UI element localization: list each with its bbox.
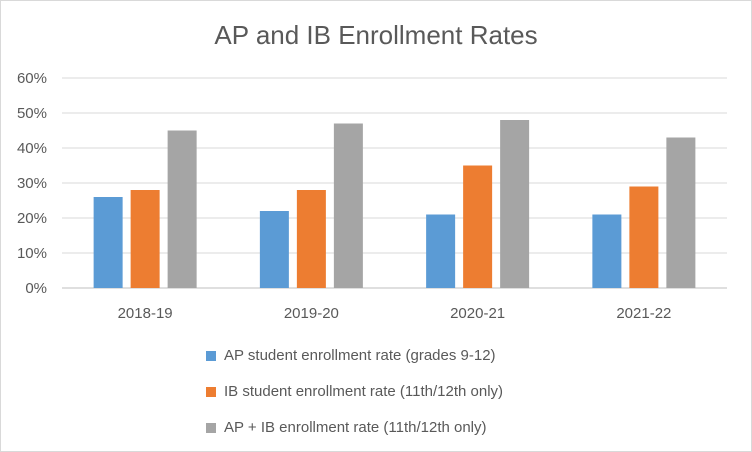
x-tick-label: 2020-21 <box>450 305 505 322</box>
bar <box>259 211 289 288</box>
x-tick-label: 2021-22 <box>616 305 671 322</box>
chart-title: AP and IB Enrollment Rates <box>214 20 538 50</box>
bar <box>592 214 622 288</box>
y-tick-label: 30% <box>17 175 47 192</box>
y-tick-label: 40% <box>17 140 47 157</box>
legend: AP student enrollment rate (grades 9-12)… <box>206 344 503 452</box>
bar <box>130 190 160 288</box>
bar <box>500 120 530 288</box>
y-tick-label: 10% <box>17 245 47 262</box>
legend-swatch-ap-ib <box>206 422 216 433</box>
legend-swatch-ap <box>206 350 216 361</box>
legend-label-ap-ib: AP + IB enrollment rate (11th/12th only) <box>224 419 487 436</box>
legend-item: AP student enrollment rate (grades 9-12) <box>206 344 503 367</box>
bar <box>666 137 696 288</box>
bar <box>93 197 123 288</box>
bars <box>93 120 696 288</box>
bar <box>426 214 456 288</box>
x-axis: 2018-19 2019-20 2020-21 2021-22 <box>118 305 672 322</box>
bar <box>333 123 363 288</box>
x-tick-label: 2019-20 <box>284 305 339 322</box>
y-tick-label: 50% <box>17 105 47 122</box>
legend-label-ap: AP student enrollment rate (grades 9-12) <box>224 347 496 364</box>
y-axis: 0% 10% 20% 30% 40% 50% 60% <box>17 70 47 297</box>
bar <box>167 130 197 288</box>
y-tick-label: 20% <box>17 210 47 227</box>
y-tick-label: 0% <box>25 280 47 297</box>
x-tick-label: 2018-19 <box>118 305 173 322</box>
bar <box>296 190 326 288</box>
legend-item: IB student enrollment rate (11th/12th on… <box>206 380 503 403</box>
gridlines <box>62 77 727 289</box>
y-tick-label: 60% <box>17 70 47 87</box>
legend-item: AP + IB enrollment rate (11th/12th only) <box>206 416 503 439</box>
bar <box>629 186 659 288</box>
legend-swatch-ib <box>206 386 216 397</box>
bar <box>463 165 493 288</box>
legend-label-ib: IB student enrollment rate (11th/12th on… <box>224 383 504 400</box>
